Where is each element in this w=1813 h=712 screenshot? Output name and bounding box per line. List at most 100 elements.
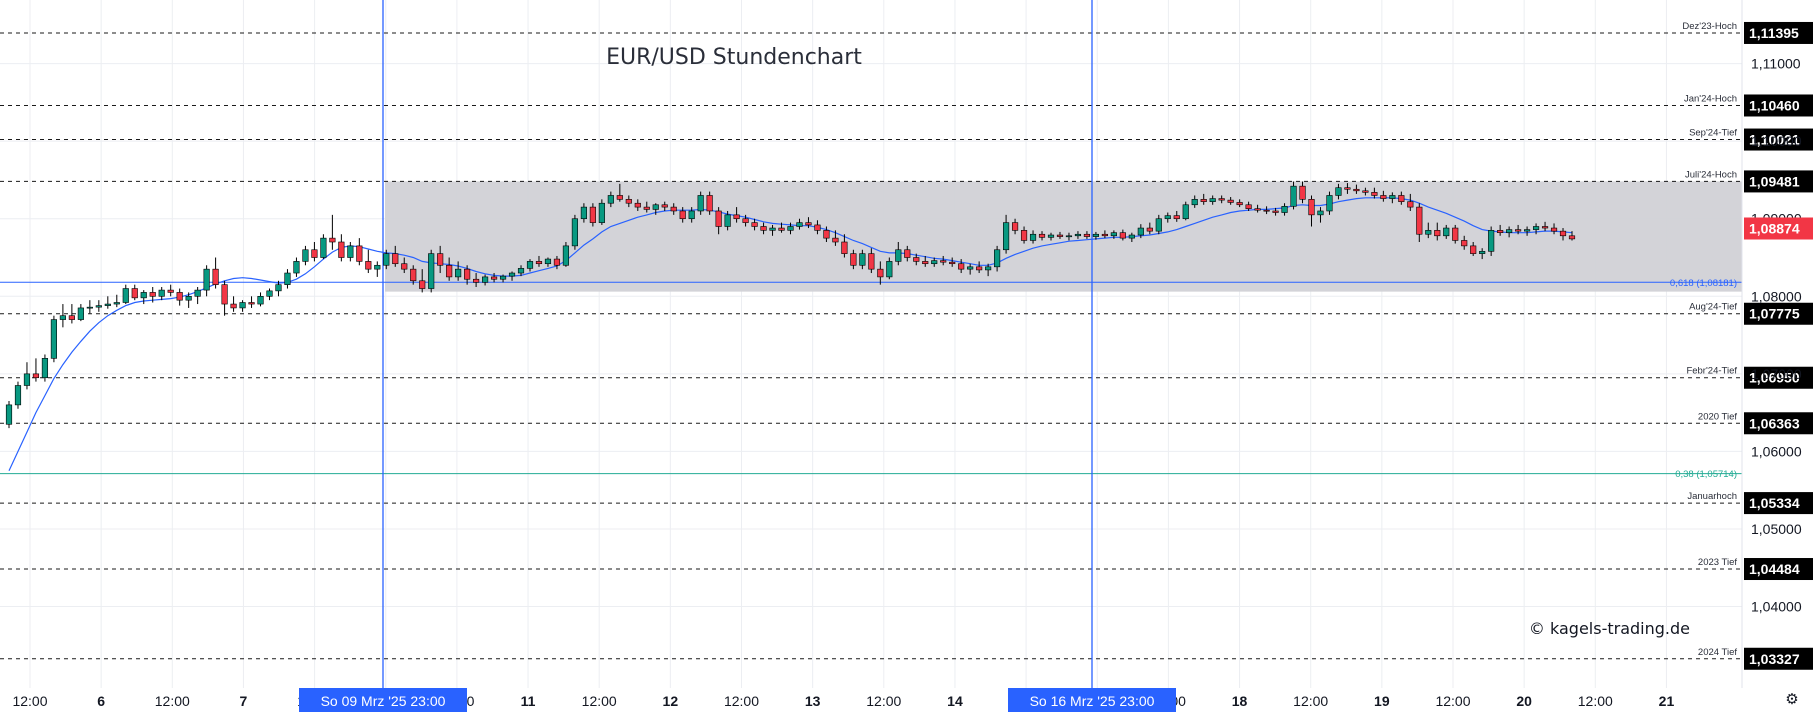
candle-body xyxy=(877,268,884,278)
level-name: Febr'24-Tief xyxy=(1686,366,1737,377)
price-badge-label: 1,11395 xyxy=(1749,25,1799,41)
candle-body xyxy=(257,295,264,305)
level-name: Sep'24-Tief xyxy=(1689,128,1737,139)
price-badge-label: 1,03327 xyxy=(1749,651,1800,667)
price-tick-label: 1,07000 xyxy=(1751,366,1802,382)
candle-body xyxy=(652,204,659,210)
candle-body xyxy=(275,284,282,292)
level-lines: Dez'23-Hoch Jan'24-Hoch Sep'24-Tief Juli'24… xyxy=(0,21,1742,660)
candle-body xyxy=(221,284,228,305)
price-badge xyxy=(1744,302,1813,325)
candle-body xyxy=(1047,234,1055,238)
candle-body xyxy=(904,249,911,258)
candle-body xyxy=(508,272,516,277)
time-tick-label: 12:00 xyxy=(12,693,47,709)
candle-body xyxy=(1317,210,1324,216)
candle-body xyxy=(922,261,929,265)
price-tick-label: 1,06000 xyxy=(1751,443,1802,459)
price-axis[interactable]: 1,11395 1,10460 1,10021 1,09481 1,07775 1,069… xyxy=(1741,0,1813,712)
candle-body xyxy=(751,222,758,227)
candle-body xyxy=(742,218,749,223)
price-tick-label: 1,08000 xyxy=(1751,288,1802,304)
candle-body xyxy=(553,258,561,266)
candle-body xyxy=(1155,218,1162,232)
time-tick-label: 12:00 xyxy=(866,693,901,709)
candle-body xyxy=(607,195,614,204)
candle-body xyxy=(1550,227,1558,232)
candle-body xyxy=(446,264,453,278)
current-price-badge xyxy=(1744,217,1813,240)
price-badge-label: 1,09481 xyxy=(1749,173,1800,189)
candle-body xyxy=(1164,215,1171,220)
candle-body xyxy=(437,253,444,266)
candle-body xyxy=(850,253,857,266)
candle-body xyxy=(571,218,578,247)
candle-body xyxy=(311,249,318,258)
session-badge-label: So 16 Mrz '25 23:00 xyxy=(1030,693,1155,709)
level-name: 2020 Tief xyxy=(1698,411,1737,422)
settings-icon[interactable]: ⚙ xyxy=(1785,690,1799,708)
candle-body xyxy=(149,292,156,297)
candle-body xyxy=(634,202,641,208)
candle-body xyxy=(185,295,192,301)
time-tick-label: 12:00 xyxy=(1435,693,1470,709)
candle-body xyxy=(625,199,632,204)
candle-body xyxy=(724,214,731,227)
range-box-layer xyxy=(385,181,1742,292)
time-tick-label: 11 xyxy=(521,693,536,709)
fib-label: 0,38 (1,05714) xyxy=(1675,469,1737,480)
candle-body xyxy=(562,245,570,266)
candles xyxy=(5,181,1576,429)
candle-body xyxy=(733,214,740,220)
candle-body xyxy=(1470,245,1477,254)
candle-body xyxy=(859,253,866,266)
candle-body xyxy=(113,302,120,305)
candle-body xyxy=(140,292,147,299)
candle-body xyxy=(1218,198,1225,201)
candle-body xyxy=(940,260,947,263)
price-badge-label: 1,05334 xyxy=(1749,495,1800,511)
price-badge xyxy=(1744,558,1813,581)
time-tick-label: 12 xyxy=(663,693,679,709)
candle-body xyxy=(688,210,695,220)
session-badge xyxy=(299,688,467,712)
time-tick-label: 20 xyxy=(1516,693,1532,709)
range-box xyxy=(385,181,1742,292)
level-name: 2024 Tief xyxy=(1698,647,1737,658)
candle-body xyxy=(1461,240,1468,247)
candle-body xyxy=(356,245,363,262)
candle-body xyxy=(383,253,390,266)
candle-body xyxy=(302,249,309,262)
session-badge-label: So 09 Mrz '25 23:00 xyxy=(321,693,446,709)
time-axis[interactable]: 12:00612:00712:001012:001112:001212:0013… xyxy=(0,688,1813,712)
fib-label: 0,618 (1,08181) xyxy=(1670,278,1737,289)
candle-body xyxy=(1353,188,1360,192)
time-axis-bg xyxy=(0,688,1813,712)
time-tick-label: 12:00 xyxy=(1293,693,1328,709)
candle-body xyxy=(14,385,22,406)
candle-body xyxy=(1182,204,1189,220)
candle-body xyxy=(895,249,902,262)
candle-body xyxy=(823,230,830,239)
candle-body xyxy=(913,257,920,262)
candle-body xyxy=(1020,230,1028,241)
candle-body xyxy=(1092,233,1099,237)
candle-body xyxy=(697,195,704,212)
level-name: Januarhoch xyxy=(1687,491,1737,502)
candle-body xyxy=(1434,230,1441,237)
candle-body xyxy=(931,260,938,265)
candle-body xyxy=(230,303,237,309)
candle-body xyxy=(1416,206,1423,235)
candle-body xyxy=(1524,229,1531,232)
candle-body xyxy=(1272,210,1279,213)
price-badge xyxy=(1744,647,1813,670)
candle-body xyxy=(499,275,507,280)
candle-body xyxy=(5,404,13,425)
time-tick-label: 21 xyxy=(1659,693,1675,709)
candle-body xyxy=(1029,233,1037,241)
candle-body xyxy=(1290,185,1297,207)
candle-body xyxy=(670,206,677,212)
candle-body xyxy=(1335,187,1342,196)
